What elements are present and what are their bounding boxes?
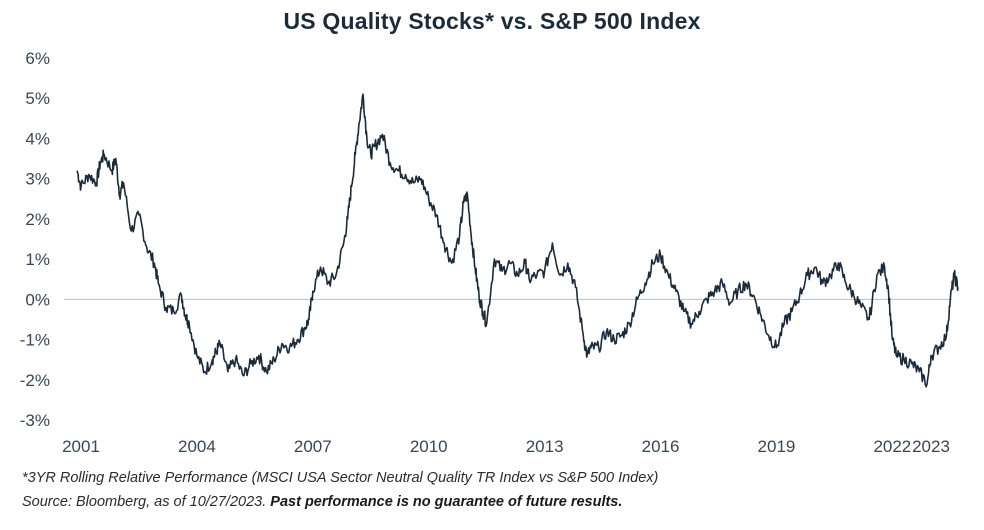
y-tick-label: 1%	[25, 250, 50, 269]
y-tick-label: 2%	[25, 210, 50, 229]
y-tick-label: 6%	[25, 49, 50, 68]
y-tick-label: -2%	[20, 371, 50, 390]
x-tick-label: 2010	[410, 437, 448, 456]
disclaimer-text: Past performance is no guarantee of futu…	[270, 494, 623, 510]
y-axis: 6% 5% 4% 3% 2% 1% 0% -1% -2% -3%	[20, 49, 50, 430]
y-tick-label: 5%	[25, 89, 50, 108]
y-tick-label: -3%	[20, 411, 50, 430]
x-axis: 2001 2004 2007 2010 2013 2016 2019 2022 2023	[62, 437, 950, 456]
x-tick-label: 2019	[758, 437, 796, 456]
y-tick-label: 3%	[25, 170, 50, 189]
x-tick-label: 2022	[873, 437, 911, 456]
x-tick-label: 2016	[642, 437, 680, 456]
line-chart: 6% 5% 4% 3% 2% 1% 0% -1% -2% -3% 2001 2004 2007 2010…	[20, 49, 959, 456]
y-tick-label: 4%	[25, 129, 50, 148]
source-text: Source: Bloomberg, as of 10/27/2023.	[22, 494, 267, 510]
series-line	[76, 93, 959, 388]
x-tick-label: 2007	[294, 437, 332, 456]
y-tick-label: -1%	[20, 331, 50, 350]
chart-title: US Quality Stocks* vs. S&P 500 Index	[283, 8, 701, 34]
series-group	[76, 93, 959, 388]
footnote-source: Source: Bloomberg, as of 10/27/2023. Pas…	[22, 494, 622, 510]
footnote-definition: *3YR Rolling Relative Performance (MSCI …	[22, 470, 659, 486]
x-tick-label: 2004	[178, 437, 216, 456]
x-tick-label: 2001	[62, 437, 100, 456]
x-tick-label: 2013	[526, 437, 564, 456]
y-tick-label: 0%	[25, 290, 50, 309]
x-tick-label: 2023	[912, 437, 950, 456]
